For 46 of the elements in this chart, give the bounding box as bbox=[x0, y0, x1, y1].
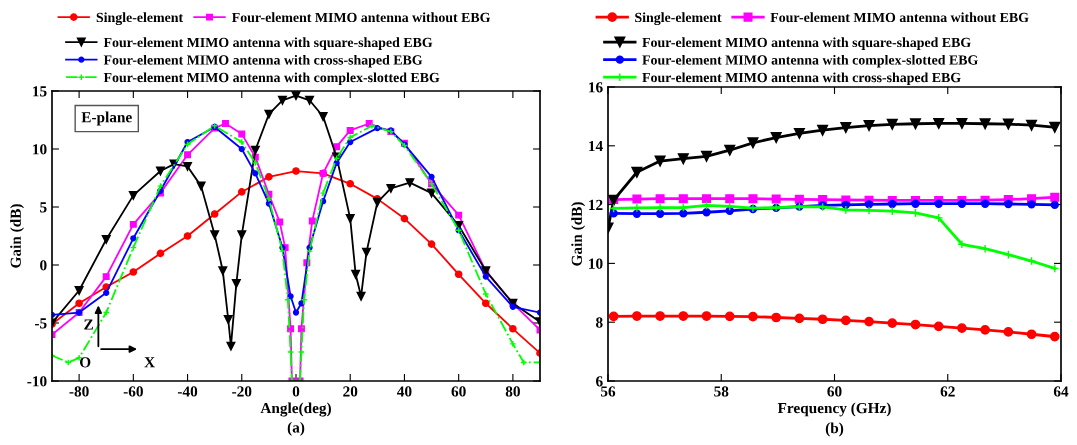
legend-label: Four-element MIMO antenna with square-shaped EBG bbox=[103, 37, 433, 50]
legend-label: Four-element MIMO antenna without EBG bbox=[231, 12, 491, 23]
x-tick-label: -60 bbox=[123, 386, 143, 397]
text: (b) bbox=[825, 422, 844, 437]
x-tick-label: 0 bbox=[292, 386, 300, 397]
x-tick-label: -20 bbox=[232, 386, 252, 397]
x-axis-title: Frequency (GHz) bbox=[777, 402, 891, 417]
x-tick-label: 58 bbox=[714, 386, 729, 397]
x-tick-label: 62 bbox=[940, 386, 955, 397]
x-tick-label: 56 bbox=[600, 386, 616, 397]
legend-label: Four-element MIMO antenna without EBG bbox=[770, 12, 1029, 23]
y-tick-label: 10 bbox=[589, 258, 603, 269]
legend-label: Four-element MIMO antenna with cross-shaped EBG bbox=[642, 72, 961, 86]
x-tick-label: -40 bbox=[177, 386, 198, 397]
x-tick-label: 20 bbox=[343, 386, 358, 397]
legend-label: Single-element bbox=[635, 12, 722, 26]
x-axis-title: Angle(deg) bbox=[260, 402, 331, 417]
y-tick-label: 0 bbox=[40, 260, 47, 271]
legend-label: Four-element MIMO antenna with complex-slotted EBG bbox=[642, 54, 978, 68]
y-tick-label: 5 bbox=[40, 202, 47, 213]
y-tick-label: 15 bbox=[33, 86, 47, 97]
x-tick-label: 64 bbox=[1053, 386, 1069, 397]
legend-label: Single-element bbox=[96, 12, 184, 26]
legend-label: Four-element MIMO antenna with complex-slotted EBG bbox=[103, 72, 440, 86]
x-tick-label: -80 bbox=[69, 386, 89, 397]
text: (a) bbox=[287, 421, 305, 436]
legend-label: Four-element MIMO antenna with square-shaped EBG bbox=[642, 37, 971, 50]
x-tick-label: 60 bbox=[451, 386, 466, 397]
y-tick-label: 12 bbox=[589, 199, 603, 210]
y-axis-title: Gain (dB) bbox=[10, 204, 24, 268]
x-tick-label: 80 bbox=[505, 386, 520, 397]
y-tick-label: -5 bbox=[34, 318, 47, 329]
x-tick-label: 60 bbox=[827, 386, 842, 397]
y-tick-label: 14 bbox=[589, 141, 603, 152]
legend-label: Four-element MIMO antenna with cross-shaped EBG bbox=[103, 54, 423, 68]
y-tick-label: 16 bbox=[589, 82, 603, 93]
y-tick-label: -10 bbox=[27, 376, 47, 387]
y-axis-title: Gain (dB) bbox=[571, 202, 586, 266]
x-tick-label: 40 bbox=[397, 386, 412, 397]
y-tick-label: 6 bbox=[596, 376, 603, 387]
y-tick-label: 8 bbox=[596, 317, 603, 328]
y-tick-label: 10 bbox=[33, 144, 47, 155]
annotation: Z bbox=[84, 319, 93, 330]
annotation: E-plane bbox=[81, 111, 132, 126]
annotation: X bbox=[144, 357, 155, 368]
annotation: O bbox=[79, 357, 91, 368]
